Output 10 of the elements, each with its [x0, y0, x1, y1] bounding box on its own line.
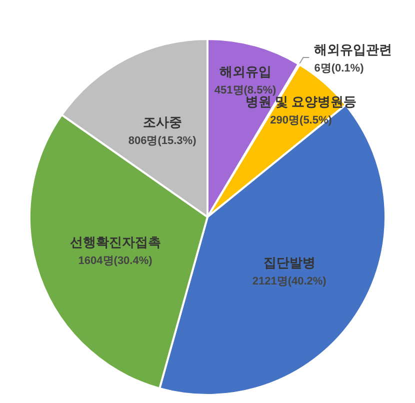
data-label: 6명(0.1%): [314, 62, 364, 74]
data-label: 451명(8.5%): [214, 84, 276, 97]
slice-label: 선행확진자접촉: [70, 234, 161, 250]
slice-label: 집단발병: [263, 255, 316, 270]
data-label: 806명(15.3%): [128, 135, 197, 148]
data-label: 1604명(30.4%): [78, 254, 153, 267]
data-label: 2121명(40.2%): [252, 276, 327, 288]
slice-label: 해외유입: [219, 64, 272, 80]
slice-label: 조사중: [142, 114, 182, 130]
slice-label: 해외유입관련: [314, 42, 392, 57]
